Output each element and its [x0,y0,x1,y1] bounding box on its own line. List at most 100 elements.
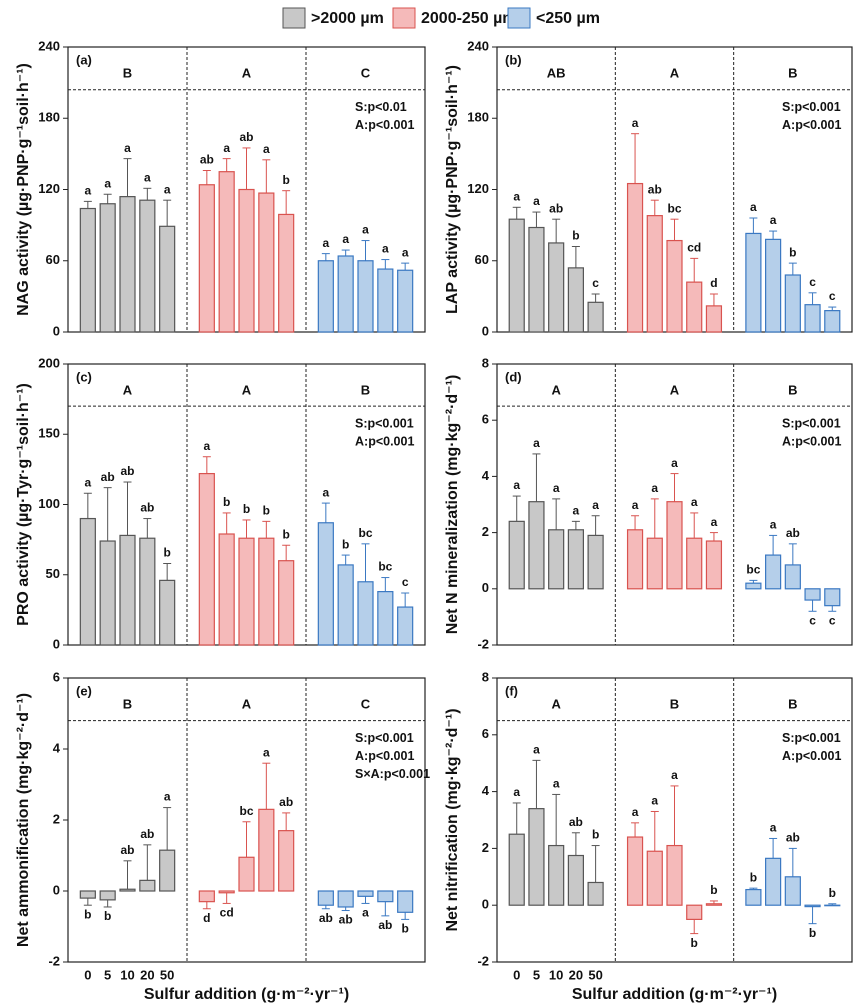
bar [139,199,156,333]
plot-frame [496,363,853,646]
error-bar [808,292,817,305]
legend-label: <250 µm [536,10,600,27]
bar [587,881,604,906]
sig-letter: a [750,200,757,214]
sig-letter: a [223,141,230,155]
bar [646,215,663,333]
x-axis-label: Sulfur addition (g·m⁻²·yr⁻¹) [144,986,349,1003]
error-bar [163,807,172,851]
bar [278,560,295,646]
error-bar [591,845,600,883]
sig-letter: a [553,481,560,495]
group-letter: A [551,382,561,397]
bar [705,903,723,906]
sig-letter: b [829,886,836,900]
error-bar [163,563,172,581]
sig-letter: b [572,229,579,243]
sig-letter: a [144,170,151,184]
bar [119,196,136,333]
bar [804,904,821,908]
bar [377,591,394,646]
sig-letter: b [84,907,91,921]
bar [508,218,525,333]
error-bar [361,896,370,904]
sig-letter: a [322,236,329,250]
sig-letter: ab [279,795,293,809]
group-letter: A [242,382,252,397]
error-bar [341,906,350,912]
error-bar [381,577,390,592]
y-tick-label: 0 [53,882,60,897]
sig-letter: a [592,498,599,512]
error-bar [512,495,521,522]
bar [198,890,215,903]
sig-letter: ab [200,153,214,167]
sig-letter: a [263,142,270,156]
x-tick-label: 5 [533,967,540,982]
bar [824,310,841,333]
bar [159,849,176,892]
group-letter: A [670,65,680,80]
bar [548,242,565,333]
error-bar [83,200,92,209]
sig-letter: ab [120,464,134,478]
bar [99,203,116,333]
error-bar [103,899,112,908]
bar [784,274,801,333]
y-tick-label: 60 [475,252,489,267]
y-tick-label: 4 [53,740,61,755]
y-tick-label: 180 [38,110,60,125]
error-bar [282,190,291,215]
legend-label: 2000-250 µm [421,10,517,27]
sig-letter: b [592,828,599,842]
error-bar [670,218,679,241]
y-axis-label: LAP activity (µg·PNP·g⁻¹soil·h⁻¹) [444,65,461,314]
bar [765,238,782,333]
sig-letter: bc [239,804,253,818]
bar [626,182,644,333]
bar [79,890,96,899]
sig-letter: b [263,504,270,518]
bar [337,890,354,908]
error-bar [828,605,837,612]
sig-letter: bc [358,526,372,540]
error-bar [709,293,718,306]
error-bar [262,762,271,810]
y-axis-label: PRO activity (µg·Tyr·g⁻¹soil·h⁻¹) [15,383,32,626]
error-bar [123,860,132,890]
stats-text: S:p<0.01 [355,100,407,114]
sig-letter: c [592,276,599,290]
error-bar [103,487,112,542]
y-axis-label: Net nitrification (mg·kg⁻²·d⁻¹) [444,708,461,931]
bar [337,255,354,333]
sig-letter: a [164,790,171,804]
group-letter: B [788,382,797,397]
bar [508,833,525,906]
error-bar [670,785,679,846]
bar [804,588,821,601]
group-letter: A [670,382,680,397]
bar [528,808,545,906]
sig-letter: c [402,575,409,589]
bar [567,529,584,590]
group-letter: B [123,696,132,711]
bar [686,904,703,921]
bar [686,281,703,333]
y-tick-label: 0 [53,636,60,651]
bar [238,188,255,333]
error-bar [163,199,172,227]
bar [278,213,295,333]
bar [824,588,841,607]
error-bar [222,892,231,904]
y-tick-label: -2 [477,636,489,651]
x-tick-label: 5 [104,967,111,982]
error-bar [512,802,521,835]
x-tick-label: 20 [140,967,154,982]
y-axis-label: NAG activity (µg·PNP·g⁻¹soil·h⁻¹) [15,63,32,316]
stats-text: A:p<0.001 [782,118,841,132]
group-letter: B [361,382,370,397]
error-bar [591,293,600,303]
y-tick-label: 100 [38,496,60,511]
sig-letter: a [322,485,329,499]
error-bar [202,901,211,910]
